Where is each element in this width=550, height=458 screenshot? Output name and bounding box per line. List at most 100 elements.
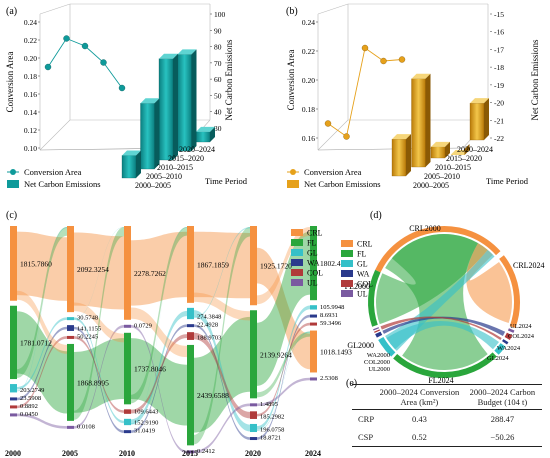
- panel-d-chord: (d) CRL2000 CRL2024 UL2024 COL2024 WA2024 GL2…: [341, 210, 545, 385]
- chord-arc-label: GL2024: [487, 355, 509, 362]
- panel-a-x-axis-label: Time Period: [205, 176, 248, 186]
- table-header-budget: 2000–2024 Carbon Budget (104 t): [462, 384, 542, 410]
- sankey-legend-swatch-WA: [291, 259, 303, 266]
- right-axis-tick-label: -16: [494, 28, 504, 37]
- chord-legend-swatch-UL: [341, 290, 353, 297]
- category-label: 2015–2020: [446, 154, 482, 163]
- chord-ribbon: [386, 320, 500, 350]
- bar-2015–2020: [450, 144, 470, 155]
- table-cell-budget: −50.26: [462, 428, 542, 447]
- right-axis-tick-label: -17: [494, 45, 504, 54]
- sankey-legend-label: FL: [307, 239, 316, 248]
- left-axis-tick-label: 0.18: [24, 72, 37, 81]
- sankey-flow-cross: [257, 331, 310, 432]
- panel-a-chart: (a) 0.10 0.12 0.14 0.16 0.18 0.20 0.22 0.24 30 4…: [5, 3, 248, 190]
- panel-b-legend-line-marker: [290, 169, 296, 175]
- chord-arc-label: UL2000: [368, 366, 390, 373]
- sankey-node-value: 0.0108: [77, 423, 95, 430]
- left-axis-tick-label: 0.12: [24, 126, 37, 135]
- sankey-legend-label: WA: [307, 259, 320, 268]
- sankey-flow-cross: [74, 227, 124, 420]
- sankey-node-value: 105.9948: [320, 304, 344, 311]
- sankey-node-value: 2092.3254: [77, 265, 109, 274]
- chord-legend-swatch-COL: [341, 280, 353, 287]
- chord-arcs: [368, 226, 520, 378]
- sankey-node-value: 0.8892: [20, 403, 38, 410]
- chord-arc-CRL2000: [375, 226, 501, 273]
- chord-arc-COL2024: [504, 332, 513, 340]
- sankey-node-2010-COL: [124, 409, 131, 414]
- sankey-legend-swatch-GL: [291, 249, 303, 256]
- sankey-year-label: 2005: [62, 449, 78, 458]
- sankey-node-2010-GL: [124, 418, 131, 426]
- sankey-node-2005-GL: [67, 317, 74, 321]
- sankey-node-value: 0.0450: [20, 411, 38, 418]
- sankey-flows: [17, 227, 310, 454]
- right-axis-tick-label: 60: [214, 75, 222, 84]
- sankey-flow-2005-GL: [74, 317, 124, 424]
- sankey-node-value: 1781.0712: [20, 338, 52, 347]
- sankey-node-2010-WA: [124, 430, 131, 434]
- chord-legend-label: GL: [357, 260, 368, 269]
- category-label: 2005–2010: [424, 172, 460, 181]
- table-header-blank: [352, 384, 377, 410]
- sankey-nodes: [10, 226, 317, 454]
- panel-e-label: (e): [346, 378, 357, 389]
- sankey-node-value: 2439.6588: [197, 391, 229, 400]
- sankey-flow-2005-WA: [74, 326, 124, 433]
- panel-a-line: [44, 35, 126, 92]
- right-axis-tick-label: -21: [494, 116, 504, 125]
- chord-arc-label: UL2024: [510, 323, 532, 330]
- sankey-node-2000-COL: [10, 405, 17, 409]
- sankey-node-value: 1802.4651: [320, 259, 352, 268]
- chord-arc-COL2000: [374, 329, 381, 333]
- sankey-node-value: 2278.7262: [134, 269, 166, 278]
- sankey-node-value: 2.5308: [320, 375, 338, 382]
- panel-b-category-labels: 2000–20052005–20102010–20152015–20202020…: [413, 145, 493, 190]
- left-axis-tick-label: 0.10: [24, 144, 37, 153]
- sankey-legend-label: UL: [307, 279, 318, 288]
- sankey-node-value: 274.3848: [197, 314, 221, 321]
- chord-legend-swatch-GL: [341, 260, 353, 267]
- sankey-flow-cross: [131, 307, 187, 358]
- sankey-year-label: 2000: [5, 449, 21, 458]
- chord-legend-label: CRL: [357, 240, 373, 249]
- line-point-2015–2020: [100, 59, 107, 66]
- sankey-node-value: 152.9190: [134, 420, 158, 427]
- panel-b-legend-bar-marker: [287, 180, 299, 188]
- sankey-node-2000-FL: [10, 305, 17, 380]
- bar-2005–2010: [140, 98, 160, 170]
- right-axis-tick-label: 90: [214, 26, 222, 35]
- sankey-node-value: 8.6931: [320, 312, 338, 319]
- table-row: CSP 0.52 −50.26: [352, 428, 542, 447]
- sankey-flow-2015-FL: [194, 316, 250, 433]
- chord-arc-label: CRL2000: [409, 224, 441, 233]
- chord-legend-swatch-CRL: [341, 240, 353, 247]
- sankey-flow-2010-FL: [131, 338, 187, 426]
- panel-b-bars: [391, 73, 489, 177]
- sankey-flow-2015-WA: [194, 324, 250, 440]
- sankey-legend-swatch-CRL: [291, 229, 303, 236]
- right-axis-tick-label: 80: [214, 43, 222, 52]
- bar-2000–2005: [121, 150, 141, 179]
- sankey-flow-cross: [131, 227, 187, 404]
- table-cell-area: 0.52: [376, 428, 463, 447]
- category-label: 2020–2024: [457, 145, 493, 154]
- chord-arc-GL2000: [378, 336, 396, 357]
- sankey-node-value: 31.0419: [134, 428, 155, 435]
- table-cell-budget: 288.47: [490, 414, 515, 424]
- bar-2020–2024: [195, 126, 215, 143]
- chord-legend-label: COL: [357, 280, 373, 289]
- sankey-node-2005-UL: [67, 425, 74, 429]
- sankey-node-2024-CRL: [310, 330, 317, 373]
- right-axis-tick-label: 30: [214, 124, 222, 133]
- chord-arc-CRL2024: [499, 255, 520, 328]
- sankey-node-2005-COL: [67, 335, 74, 339]
- table-row-label: CSP: [352, 428, 377, 447]
- left-axis-tick-label: 0.16: [24, 90, 37, 99]
- sankey-flow-2015-COL: [194, 332, 250, 419]
- sankey-node-value: 1925.1720: [260, 262, 292, 271]
- line-point-2020–2024: [118, 84, 126, 92]
- panel-a-right-ticks: 30 40 50 60 70 80 90 100: [210, 10, 226, 133]
- bar-2000–2005: [391, 134, 411, 177]
